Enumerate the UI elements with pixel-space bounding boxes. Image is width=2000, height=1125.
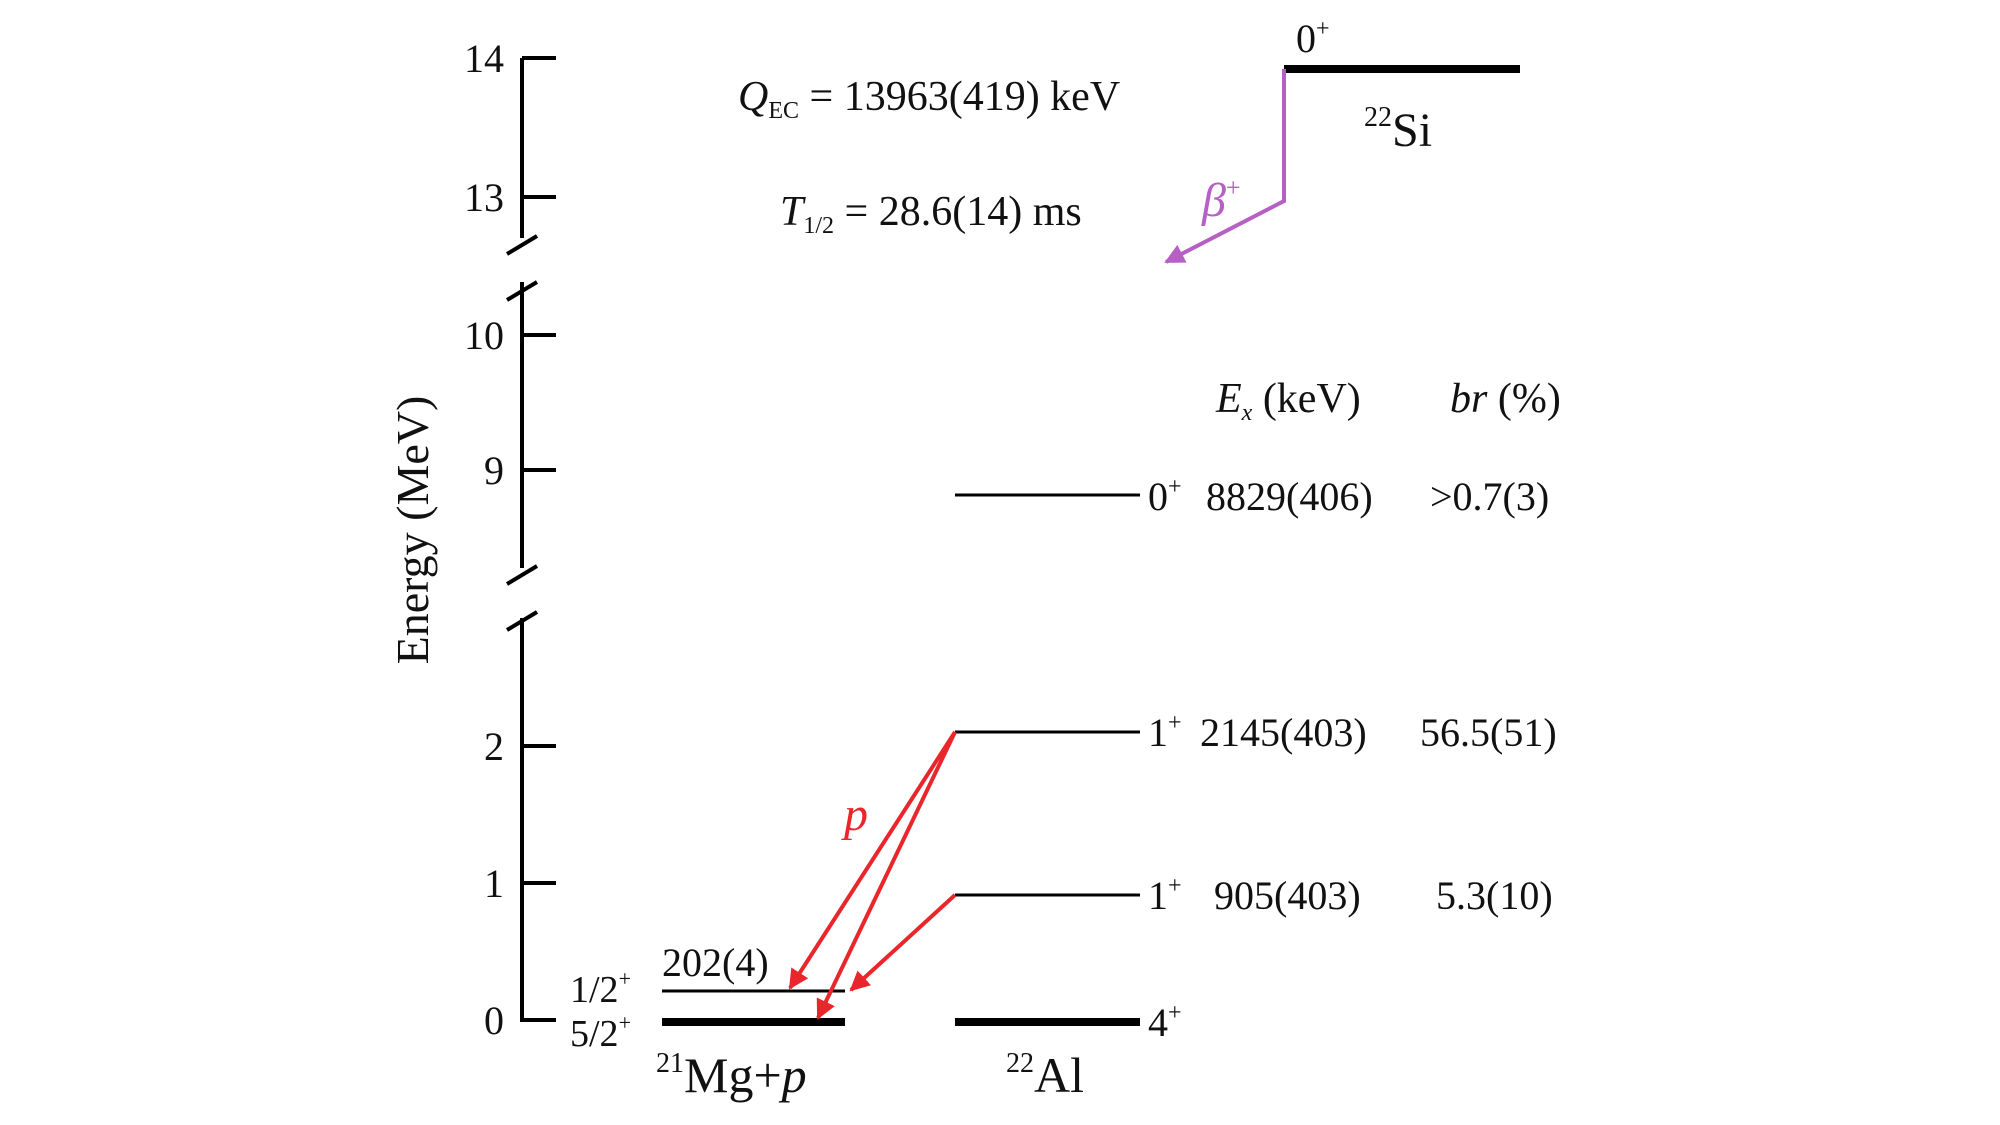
tick-label-14: 14 [464, 36, 504, 81]
daughter-nucleus-label: 22Al [1006, 1047, 1084, 1103]
axis-break-lower [505, 564, 539, 632]
tick-label-1: 1 [484, 861, 504, 906]
proton-arrow-2145-to-202 [788, 730, 957, 990]
final-level-spin: 1/2+ [570, 966, 631, 1011]
beta-label: β+ [1201, 173, 1241, 227]
proton-emission-arrows: p [788, 730, 957, 1020]
final-level-energy: 202(4) [662, 940, 769, 985]
axis-break-upper [505, 234, 539, 302]
proton-arrow-905-to-202 [849, 893, 957, 992]
final-level-202: 202(4) 1/2+ [570, 940, 845, 1011]
energy-axis: 14 13 10 9 2 1 0 Energy (MeV) [387, 36, 556, 1043]
daughter-level-branching: >0.7(3) [1430, 474, 1549, 519]
tick-label-10: 10 [464, 313, 504, 358]
parent-nucleus-si22: 0+ 22Si [1284, 16, 1520, 157]
tick-label-2: 2 [484, 724, 504, 769]
ex-column-header: Ex (keV) [1215, 376, 1361, 426]
daughter-level-8829: 0+ 8829(406) >0.7(3) [955, 474, 1549, 519]
daughter-level-spin: 4+ [1148, 1000, 1182, 1045]
tick-label-9: 9 [484, 448, 504, 493]
daughter-level-branching: 56.5(51) [1420, 710, 1557, 755]
half-life-annotation: T1/2 = 28.6(14) ms [780, 189, 1082, 239]
daughter-level-905: 1+ 905(403) 5.3(10) [955, 873, 1553, 918]
proton-label: p [841, 788, 868, 841]
parent-nucleus-label: 22Si [1364, 102, 1432, 157]
parent-spin-label: 0+ [1296, 16, 1330, 61]
daughter-level-spin: 1+ [1148, 873, 1182, 918]
daughter-level-branching: 5.3(10) [1436, 873, 1553, 918]
final-nucleus-label: 21Mg+p [656, 1047, 807, 1103]
br-column-header: br (%) [1450, 376, 1561, 422]
final-ground-state: 5/2+ [570, 1010, 845, 1055]
qec-annotation: QEC = 13963(419) keV [738, 74, 1120, 124]
daughter-level-spin: 1+ [1148, 710, 1182, 755]
daughter-ground-state: 4+ [955, 1000, 1182, 1045]
proton-arrow-2145-to-gs [816, 731, 957, 1020]
final-level-spin: 5/2+ [570, 1010, 631, 1055]
daughter-level-spin: 0+ [1148, 474, 1182, 519]
tick-label-0: 0 [484, 998, 504, 1043]
daughter-level-2145: 1+ 2145(403) 56.5(51) [955, 710, 1557, 755]
beta-decay-arrow: β+ [1164, 69, 1286, 264]
daughter-level-energy: 8829(406) [1206, 474, 1373, 519]
axis-title: Energy (MeV) [387, 396, 438, 665]
daughter-level-energy: 905(403) [1214, 873, 1361, 918]
tick-label-13: 13 [464, 175, 504, 220]
daughter-level-energy: 2145(403) [1200, 710, 1367, 755]
